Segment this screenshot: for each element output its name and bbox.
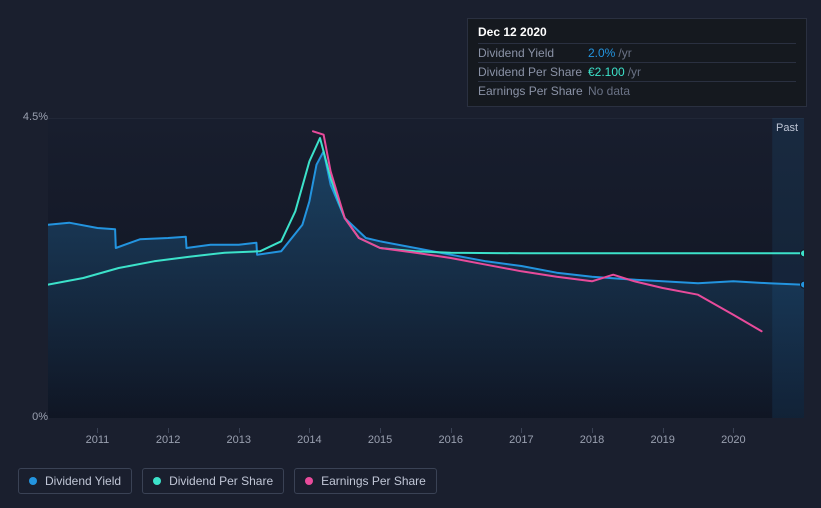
tooltip-value: No data <box>588 84 630 98</box>
x-axis-label: 2015 <box>368 434 392 446</box>
x-axis-label: 2012 <box>156 434 180 446</box>
x-axis-label: 2019 <box>650 434 674 446</box>
x-axis-label: 2016 <box>438 434 462 446</box>
plot-area[interactable]: Past <box>48 118 804 418</box>
x-tick <box>309 428 310 433</box>
x-tick <box>521 428 522 433</box>
tooltip-label: Dividend Per Share <box>478 65 588 79</box>
x-axis-label: 2018 <box>580 434 604 446</box>
tooltip-label: Dividend Yield <box>478 46 588 60</box>
legend-swatch <box>305 477 313 485</box>
tooltip-row: Earnings Per ShareNo data <box>478 81 796 100</box>
tooltip-unit: /yr <box>618 46 631 60</box>
x-axis-label: 2020 <box>721 434 745 446</box>
tooltip-row: Dividend Yield2.0%/yr <box>478 43 796 62</box>
x-axis-label: 2017 <box>509 434 533 446</box>
x-tick <box>168 428 169 433</box>
x-tick <box>451 428 452 433</box>
x-axis: 2011 2012 2013 2014 2015 2016 2017 2018 2019 2020 <box>48 428 804 448</box>
legend-swatch <box>29 477 37 485</box>
tooltip-value: €2.100 <box>588 65 625 79</box>
x-tick <box>733 428 734 433</box>
x-tick <box>97 428 98 433</box>
legend-swatch <box>153 477 161 485</box>
x-axis-label: 2014 <box>297 434 321 446</box>
y-axis-label: 4.5% <box>14 111 48 123</box>
tooltip-panel: Dec 12 2020 Dividend Yield2.0%/yrDividen… <box>467 18 807 107</box>
legend-item-dividend-yield[interactable]: Dividend Yield <box>18 468 132 494</box>
x-tick <box>380 428 381 433</box>
tooltip-row: Dividend Per Share€2.100/yr <box>478 62 796 81</box>
chart: 4.5% 0% Past 2011 2012 2013 2014 2015 2016 2017… <box>14 100 808 450</box>
y-axis-labels: 4.5% 0% <box>14 100 48 420</box>
legend-label: Dividend Yield <box>45 474 121 488</box>
x-tick <box>663 428 664 433</box>
tooltip-date: Dec 12 2020 <box>478 25 796 43</box>
tooltip-value: 2.0% <box>588 46 615 60</box>
x-tick <box>239 428 240 433</box>
tooltip-label: Earnings Per Share <box>478 84 588 98</box>
tooltip-unit: /yr <box>628 65 641 79</box>
legend-item-earnings-per-share[interactable]: Earnings Per Share <box>294 468 437 494</box>
legend-item-dividend-per-share[interactable]: Dividend Per Share <box>142 468 284 494</box>
legend-label: Earnings Per Share <box>321 474 426 488</box>
legend-label: Dividend Per Share <box>169 474 273 488</box>
legend: Dividend Yield Dividend Per Share Earnings… <box>18 468 437 494</box>
y-axis-label: 0% <box>14 411 48 423</box>
past-label: Past <box>776 122 798 134</box>
x-axis-label: 2011 <box>86 434 110 446</box>
x-tick <box>592 428 593 433</box>
x-axis-label: 2013 <box>227 434 251 446</box>
